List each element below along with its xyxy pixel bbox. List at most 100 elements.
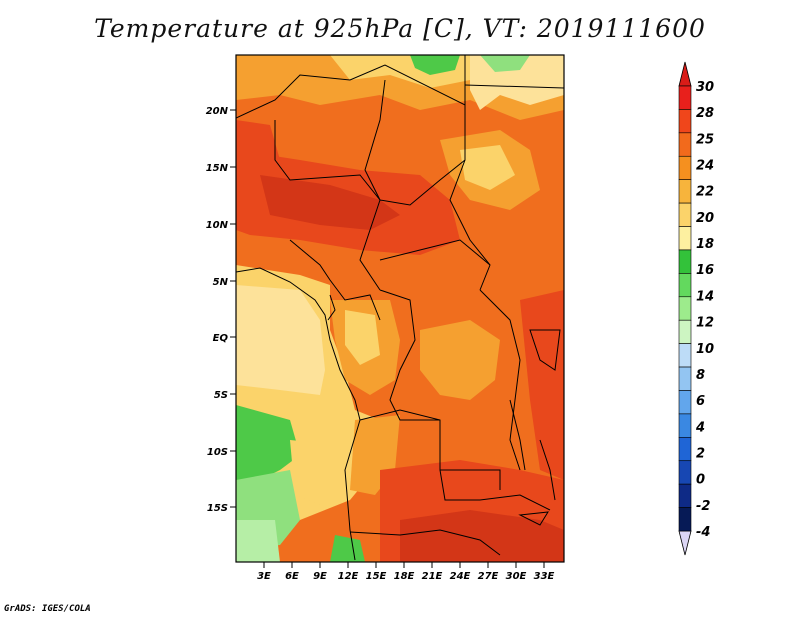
field-east-hot [520,290,564,480]
map-frame [235,54,565,563]
colorbar-cell [678,460,692,485]
lat-tick-label: 15S [207,503,228,514]
field-coastal-cool [345,310,380,365]
lon-tick-label: 18E [394,571,415,582]
colorbar-label: 20 [696,211,714,226]
colorbar-label: 16 [696,263,714,278]
field-south-very-hot [400,510,564,562]
lat-tick-label: 5S [214,390,228,401]
colorbar-top-arrow [678,61,692,87]
boundary-lake-chad [327,294,336,321]
boundary-east [464,84,564,89]
colorbar-cell [678,155,692,180]
colorbar-cell [678,85,692,110]
colorbar-label: 2 [696,446,705,461]
lon-tick-label: 24E [450,571,471,582]
boundary-chad [364,79,466,206]
map-title: Temperature at 925hPa [C], VT: 201911160… [94,14,706,43]
boundaries [236,55,564,561]
colorbar-cells [678,85,692,532]
boundary-lake-tanganyika [529,329,561,371]
lon-tick-label: 9E [313,571,327,582]
field-atlantic-cooler [236,285,325,395]
field-sahel-very-hot [260,175,400,230]
colorbar-bottom-arrow [678,530,692,556]
colorbar-label: 0 [696,473,705,488]
colorbar-cell [678,413,692,438]
lat-tick-label: 10S [207,447,228,458]
field-east-mild [420,320,500,400]
boundary-drc-east [479,289,521,471]
colorbar-cell [678,437,692,462]
colorbar-cell [678,249,692,274]
boundary-sudan [449,159,491,291]
boundary-gulf-coast [236,267,361,421]
lon-tick-label: 33E [534,571,555,582]
lon-tick-label: 6E [285,571,299,582]
field-south-green-patch [330,535,365,562]
boundary-congo [379,289,440,421]
boundary-south [349,529,501,556]
colorbar-label: 30 [696,80,714,95]
lon-tick-label: 3E [257,571,271,582]
colorbar-label: 14 [696,289,714,304]
colorbar-label: 12 [696,316,714,331]
field-north-hot [236,120,280,165]
colorbar-cell [678,319,692,344]
lat-tick-label: 20N [206,106,229,117]
field-southwest-green [236,405,300,485]
lon-ticks: 3E 6E 9E 12E 15E 18E 21E 24E 27E 30E 33E [257,562,555,582]
boundary-angola [359,409,501,490]
colorbar-cell [678,390,692,415]
colorbar-cell [678,483,692,508]
colorbar-cell [678,132,692,157]
lat-tick-label: 5N [213,277,229,288]
boundary-lake-victoria [539,439,556,501]
colorbar-label: 4 [695,420,705,435]
footer-credit: GrADS: IGES/COLA [4,604,91,614]
colorbar-cell [678,507,692,532]
lat-tick-label: EQ [213,333,229,344]
boundary-car [379,239,491,266]
boundary-zambia [439,469,551,511]
colorbar-label: 6 [696,394,705,409]
lon-tick-label: 12E [338,571,359,582]
colorbar-cell [678,226,692,251]
colorbar-label: 10 [696,342,714,357]
boundary-nigeria-cameroon [289,239,381,321]
lon-tick-label: 30E [506,571,527,582]
colorbar-label: 28 [696,106,714,121]
field-southwest-cool [290,440,345,505]
colorbar-label: 22 [696,185,714,200]
boundary-central [274,120,381,291]
lon-tick-label: 27E [478,571,499,582]
colorbar-label: 25 [696,132,714,147]
colorbar-cell [678,273,692,298]
field-north-green [410,55,460,75]
lat-tick-label: 10N [206,220,229,231]
colorbar-cell [678,343,692,368]
boundary-lake-kivu [509,399,526,471]
colorbar-cell [678,202,692,227]
temperature-field [236,55,564,562]
colorbar-cell [678,296,692,321]
field-northeast-green [480,55,530,72]
boundary-southwest-coast [344,419,361,561]
colorbar-label: -4 [696,525,710,540]
lon-tick-label: 15E [366,571,387,582]
lon-tick-label: 21E [422,571,443,582]
field-southwest-pale-green [236,520,280,562]
colorbar-label: 8 [696,368,705,383]
colorbar-cell [678,179,692,204]
lat-ticks: 20N 15N 10N 5N EQ 5S 10S 15S [206,106,236,514]
colorbar-label: 18 [696,237,714,252]
colorbar-cell [678,366,692,391]
boundary-lake-malawi [518,511,549,526]
colorbar-label: 24 [696,159,714,174]
lat-tick-label: 15N [206,163,229,174]
colorbar-cell [678,109,692,134]
colorbar-label: -2 [696,499,710,514]
